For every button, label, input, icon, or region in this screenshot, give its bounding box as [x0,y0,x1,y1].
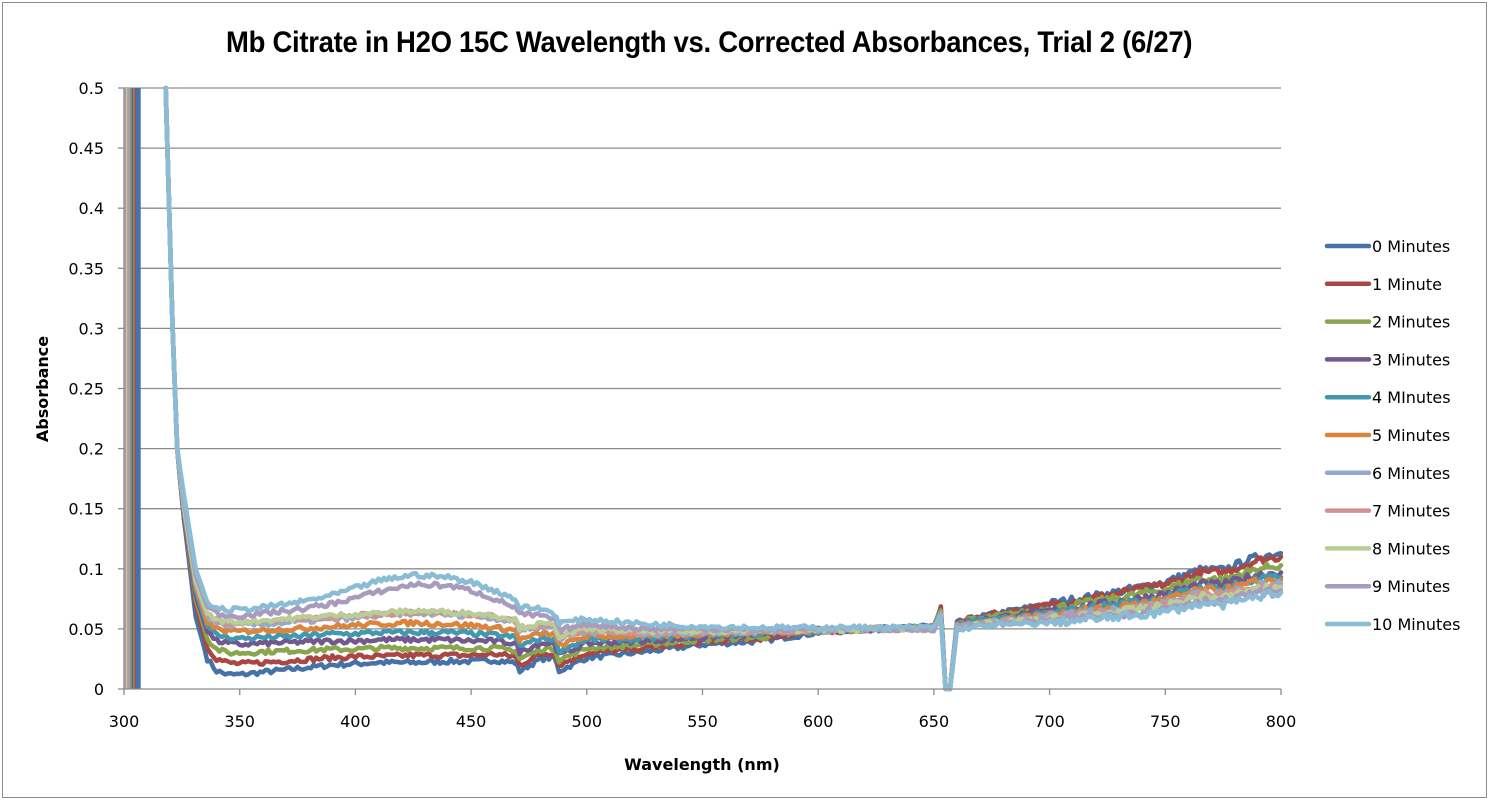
x-tick-label: 300 [109,712,140,731]
x-tick-label: 450 [456,712,487,731]
legend-item: 10 Minutes [1324,615,1460,634]
legend-label: 3 Minutes [1372,350,1450,369]
series-lines [163,85,1284,692]
y-tick-labels: 0 0.05 0.1 0.15 0.2 0.25 0.3 0.35 0.4 0.45 0.5 [68,79,104,699]
x-tick-label: 650 [919,712,950,731]
y-tick-label: 0.5 [79,79,104,98]
legend-label: 7 Minutes [1372,502,1450,521]
gridlines [124,87,1281,630]
x-tick-label: 350 [224,712,255,731]
legend-label: 5 Minutes [1372,426,1450,445]
legend-item: 9 Minutes [1324,577,1450,596]
y-tick-label: 0 [94,680,104,699]
y-tick-label: 0.2 [79,440,104,459]
x-tick-label: 750 [1150,712,1181,731]
x-tick-label: 800 [1266,712,1297,731]
y-tick-label: 0.4 [79,199,104,218]
legend-label: 1 Minute [1372,275,1442,294]
y-tick-label: 0.1 [79,560,104,579]
legend-label: 0 Minutes [1372,237,1450,256]
legend-item: 4 MInutes [1324,388,1451,407]
legend-label: 2 Minutes [1372,313,1450,332]
legend: 0 Minutes 1 Minute 2 Minutes 3 Minutes 4 MIn… [1324,237,1460,634]
legend-item: 3 Minutes [1324,350,1450,369]
x-tick-label: 550 [687,712,718,731]
y-tick-label: 0.15 [68,500,104,519]
x-tick-label: 700 [1034,712,1065,731]
x-tick-label: 600 [803,712,834,731]
legend-label: 8 Minutes [1372,539,1450,558]
offscale-band [123,88,141,689]
series-line-10-minutes [163,85,1284,691]
x-tick-label: 400 [340,712,371,731]
y-axis-title: Absorbance [33,336,52,442]
axes [118,87,1282,695]
x-tick-labels: 300 350 400 450 500 550 600 650 700 750 800 [109,712,1297,731]
series-line-1-minute [163,85,1284,692]
legend-item: 7 Minutes [1324,502,1450,521]
legend-label: 4 MInutes [1372,388,1451,407]
chart-title: Mb Citrate in H2O 15C Wavelength vs. Cor… [226,26,1193,59]
legend-item: 5 Minutes [1324,426,1450,445]
x-tick-label: 500 [572,712,603,731]
y-tick-label: 0.45 [68,139,104,158]
legend-label: 10 Minutes [1372,615,1460,634]
y-tick-label: 0.35 [68,259,104,278]
y-tick-label: 0.3 [79,319,104,338]
legend-item: 6 Minutes [1324,464,1450,483]
y-tick-label: 0.05 [68,620,104,639]
y-tick-label: 0.25 [68,380,104,399]
legend-item: 1 Minute [1324,275,1442,294]
legend-label: 6 Minutes [1372,464,1450,483]
x-axis-title: Wavelength (nm) [624,755,780,774]
legend-label: 9 Minutes [1372,577,1450,596]
series-line-8-minutes [163,85,1284,692]
legend-item: 0 Minutes [1324,237,1450,256]
legend-item: 2 Minutes [1324,313,1450,332]
legend-item: 8 Minutes [1324,539,1450,558]
